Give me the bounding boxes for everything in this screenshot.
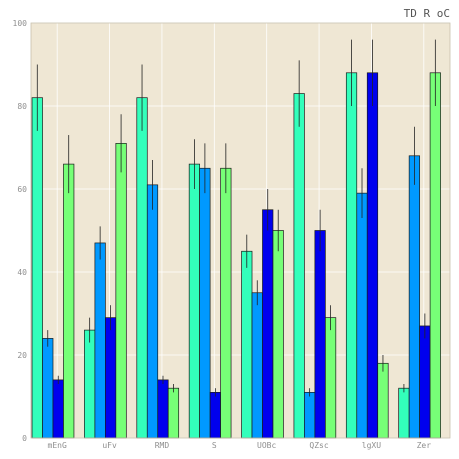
bar: [115, 143, 127, 439]
bar: [105, 317, 117, 439]
bar: [220, 167, 232, 439]
x-tick-label: RMD: [155, 441, 170, 450]
bar: [251, 292, 263, 439]
bar: [429, 72, 441, 439]
bar: [167, 387, 180, 439]
plot-frame: [30, 22, 451, 439]
chart-title: TD R oC: [404, 7, 450, 20]
bar: [136, 97, 148, 439]
x-tick-label: mEnG: [48, 441, 67, 450]
bar: [356, 192, 368, 439]
bar: [52, 379, 64, 439]
bar: [146, 184, 159, 439]
y-tick-label: 0: [22, 434, 27, 443]
bar: [398, 387, 410, 439]
x-tick-label: uFv: [102, 441, 117, 450]
bar: [419, 325, 431, 439]
error-bars: [36, 39, 436, 397]
x-axis-ticks: mEnG uFv RMD S UOBc QZsc lgXU Zer: [48, 441, 432, 450]
bar: [345, 72, 358, 439]
bar: [94, 242, 106, 439]
bar: [157, 379, 169, 439]
bar: [293, 93, 305, 439]
y-tick-label: 20: [17, 351, 27, 360]
bar: [63, 163, 75, 439]
bar: [324, 317, 337, 439]
bar: [262, 209, 274, 439]
x-tick-label: lgXU: [362, 441, 381, 450]
bar: [188, 163, 200, 439]
bar: [42, 338, 54, 439]
x-tick-label: S: [212, 441, 217, 450]
bar: [304, 392, 316, 439]
bar: [408, 155, 420, 439]
bar: [314, 230, 326, 439]
y-tick-label: 100: [13, 19, 28, 28]
bars: [31, 72, 441, 439]
x-tick-label: QZsc: [309, 441, 328, 450]
bar: [377, 362, 389, 439]
bar: [31, 97, 43, 439]
bar: [209, 392, 221, 439]
bar: [366, 72, 379, 439]
x-tick-label: UOBc: [257, 441, 276, 450]
bar: [84, 329, 96, 439]
x-tick-label: Zer: [417, 441, 432, 450]
y-tick-label: 40: [17, 268, 27, 277]
bar: [272, 230, 284, 439]
y-tick-label: 60: [17, 185, 27, 194]
bar: [199, 167, 211, 439]
y-axis-ticks: 0 20 40 60 80 100: [13, 19, 28, 443]
bar: [241, 250, 253, 439]
y-tick-label: 80: [17, 102, 27, 111]
